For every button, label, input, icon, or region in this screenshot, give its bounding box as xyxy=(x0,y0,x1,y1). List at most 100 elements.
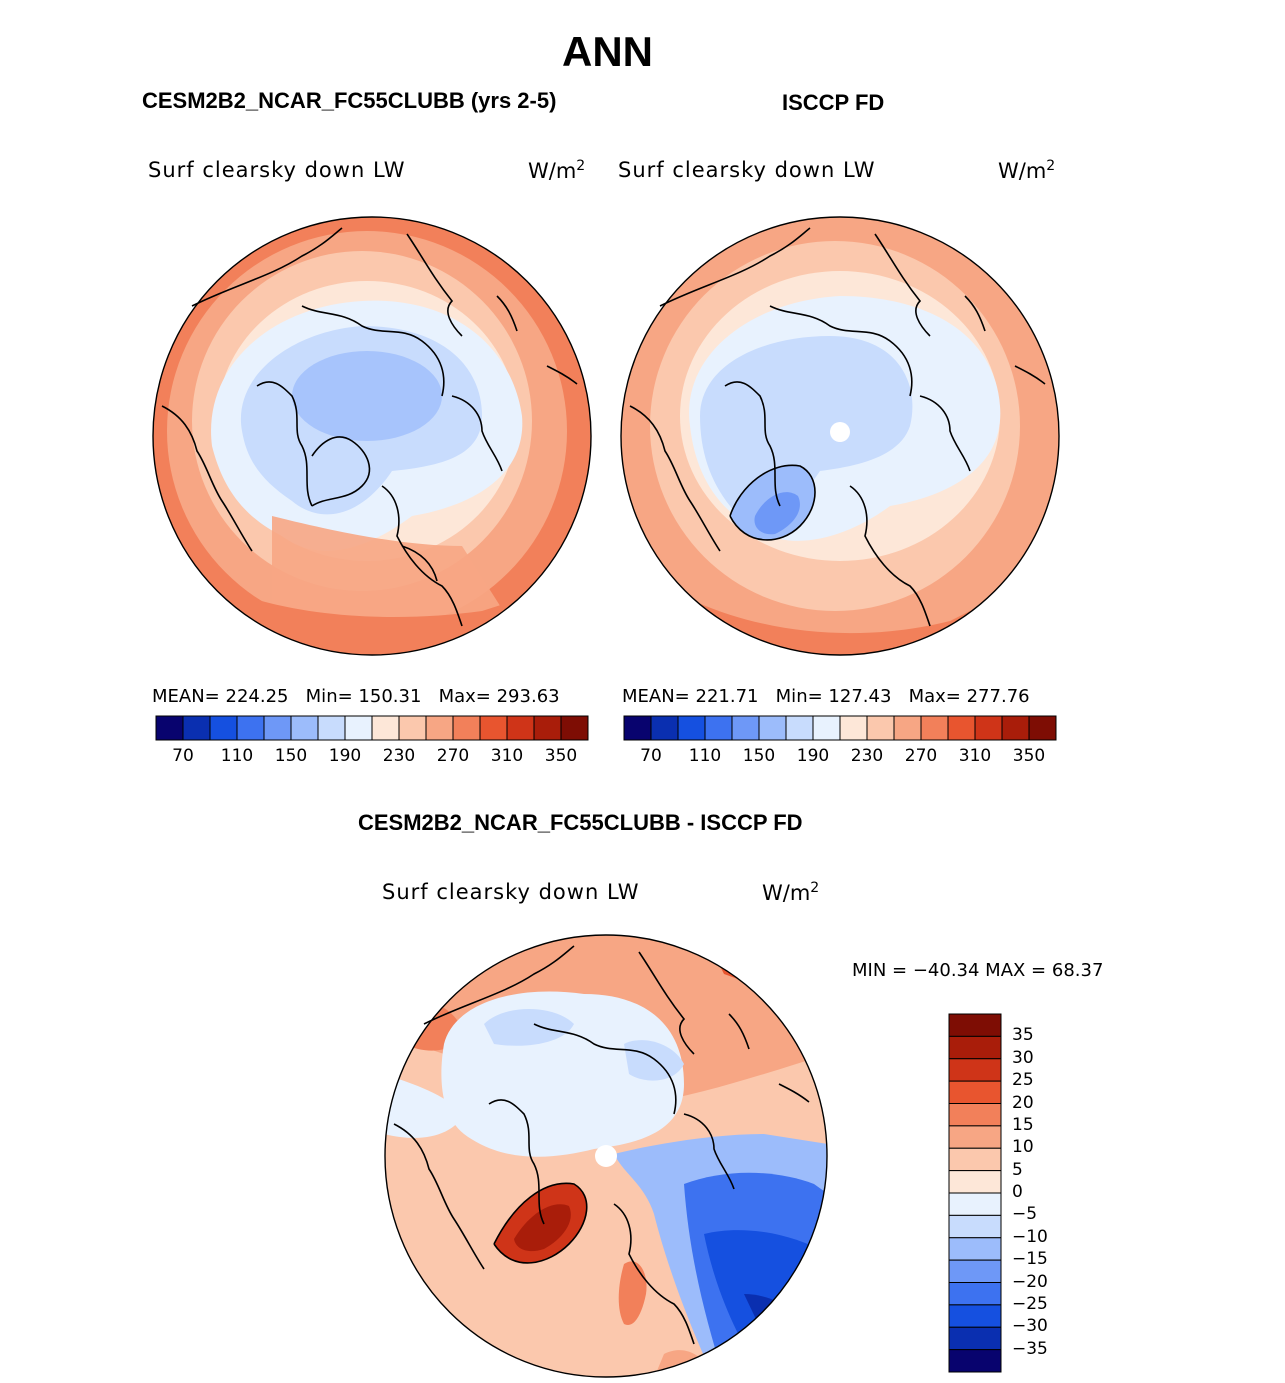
panel2-colorbar-tick-label: 70 xyxy=(640,746,662,766)
panel2-field xyxy=(621,217,1059,655)
panel2-coastlines xyxy=(629,227,1046,627)
panel1-field xyxy=(153,217,591,655)
panel1-colorbar-swatch xyxy=(479,715,508,741)
panel1-colorbar-tick-label: 70 xyxy=(172,746,194,766)
panel1-colorbar-swatch xyxy=(317,715,346,741)
diff-colorbar-tick-label: −20 xyxy=(1012,1271,1048,1292)
diff-colorbar-swatch xyxy=(948,1103,1002,1127)
panel1-map xyxy=(152,216,592,656)
diff-colorbar-tick-label: 25 xyxy=(1012,1070,1034,1091)
panel1-colorbar-swatch xyxy=(182,715,211,741)
panel1-colorbar-swatch xyxy=(398,715,427,741)
panel1-colorbar-swatch xyxy=(506,715,535,741)
diff-colorbar-swatch xyxy=(948,1147,1002,1172)
diff-colorbar-tick-label: −30 xyxy=(1012,1316,1048,1337)
diff-colorbar-tick-label: 10 xyxy=(1012,1137,1034,1158)
diff-colorbar-tick-label: 20 xyxy=(1012,1092,1034,1113)
diff-field xyxy=(385,935,827,1377)
panel2-colorbar-tick-label: 230 xyxy=(850,746,884,766)
panel2-stats: MEAN= 221.71 Min= 127.43 Max= 277.76 xyxy=(622,686,1030,707)
diff-colorbar-swatch xyxy=(948,1349,1002,1373)
diff-colorbar-swatch xyxy=(948,1125,1002,1149)
panel2-colorbar-swatch xyxy=(704,715,733,741)
panel2-colorbar xyxy=(623,715,1057,741)
panel2-colorbar-swatch xyxy=(839,715,868,741)
diff-coastlines xyxy=(393,945,810,1345)
diff-map xyxy=(384,934,828,1378)
panel2-colorbar-swatch xyxy=(1001,715,1030,741)
panel1-colorbar-swatch xyxy=(425,715,454,741)
panel2-colorbar-swatch xyxy=(893,715,922,741)
panel1-colorbar-swatch xyxy=(371,715,400,741)
panel2-map xyxy=(620,216,1060,656)
panel2-colorbar-swatch xyxy=(758,715,787,741)
diff-colorbar-tick-label: 30 xyxy=(1012,1047,1034,1068)
panel2-colorbar-tick-label: 310 xyxy=(958,746,992,766)
panel2-colorbar-tick-label: 270 xyxy=(904,746,938,766)
panel1-variable: Surf clearsky down LW xyxy=(148,158,406,182)
panel1-colorbar xyxy=(155,715,589,741)
diff-colorbar-swatch xyxy=(948,1259,1002,1283)
panel2-colorbar-swatch xyxy=(866,715,895,741)
panel1-coastlines xyxy=(161,227,578,627)
panel2-map-border xyxy=(620,216,1060,656)
panel1-colorbar-tick-label: 230 xyxy=(382,746,416,766)
panel1-colorbar-ticks: 70 110 150 190 230 270 310 350 xyxy=(156,746,588,768)
diff-colorbar-ticks: 35 30 25 20 15 10 5 0 −5 −10 −15 −20 −25 −30 −35 xyxy=(1012,1014,1072,1372)
diff-colorbar-tick-label: 5 xyxy=(1012,1159,1023,1180)
diff-colorbar-tick-label: 35 xyxy=(1012,1025,1034,1046)
panel2-colorbar-tick-label: 150 xyxy=(742,746,776,766)
panel1-map-border xyxy=(152,216,592,656)
diff-colorbar-tick-label: −15 xyxy=(1012,1249,1048,1270)
panel1-colorbar-tick-label: 270 xyxy=(436,746,470,766)
panel2-colorbar-swatch xyxy=(974,715,1003,741)
panel1-colorbar-swatch xyxy=(236,715,265,741)
diff-colorbar xyxy=(948,1013,1002,1373)
diff-colorbar-swatch xyxy=(948,1080,1002,1104)
panel2-colorbar-tick-label: 350 xyxy=(1012,746,1046,766)
panel1-title: CESM2B2_NCAR_FC55CLUBB (yrs 2-5) xyxy=(142,88,557,113)
diff-units: W/m2 xyxy=(762,880,820,905)
diff-colorbar-swatch xyxy=(948,1035,1002,1060)
panel2-colorbar-swatch xyxy=(812,715,841,741)
panel2-colorbar-swatch xyxy=(677,715,706,741)
panel2-colorbar-tick-label: 110 xyxy=(688,746,722,766)
diff-colorbar-swatch xyxy=(948,1326,1002,1351)
diff-title: CESM2B2_NCAR_FC55CLUBB - ISCCP FD xyxy=(358,810,803,835)
diff-colorbar-swatch xyxy=(948,1304,1002,1328)
diff-colorbar-swatch xyxy=(948,1282,1002,1306)
panel1-colorbar-swatch xyxy=(533,715,562,741)
panel1-colorbar-swatch xyxy=(344,715,373,741)
panel1-units: W/m2 xyxy=(528,158,586,183)
panel1-colorbar-tick-label: 350 xyxy=(544,746,578,766)
panel2-colorbar-swatch xyxy=(920,715,949,741)
panel1-colorbar-swatch xyxy=(263,715,292,741)
diff-colorbar-swatch xyxy=(948,1058,1002,1082)
panel2-colorbar-swatch xyxy=(731,715,760,741)
panel2-colorbar-swatch xyxy=(623,715,652,741)
panel2-colorbar-swatch xyxy=(650,715,679,741)
panel2-units: W/m2 xyxy=(998,158,1056,183)
diff-colorbar-tick-label: −25 xyxy=(1012,1293,1048,1314)
panel2-variable: Surf clearsky down LW xyxy=(618,158,876,182)
panel1-colorbar-tick-label: 310 xyxy=(490,746,524,766)
diff-colorbar-tick-label: −5 xyxy=(1012,1204,1038,1225)
panel2-colorbar-tick-label: 190 xyxy=(796,746,830,766)
panel1-colorbar-tick-label: 150 xyxy=(274,746,308,766)
panel2-title: ISCCP FD xyxy=(782,90,885,115)
panel1-colorbar-swatch xyxy=(155,715,184,741)
diff-map-border xyxy=(384,934,828,1378)
diff-colorbar-swatch xyxy=(948,1237,1002,1261)
diff-colorbar-swatch xyxy=(948,1013,1002,1037)
figure-title: ANN xyxy=(562,28,653,75)
panel1-colorbar-swatch xyxy=(290,715,319,741)
diff-colorbar-swatch xyxy=(948,1214,1002,1239)
panel1-colorbar-swatch xyxy=(209,715,238,741)
diff-colorbar-tick-label: 0 xyxy=(1012,1182,1023,1202)
panel2-colorbar-swatch xyxy=(785,715,814,741)
diff-colorbar-swatch xyxy=(948,1192,1002,1216)
diff-minmax: MIN = −40.34 MAX = 68.37 xyxy=(852,960,1104,981)
panel1-colorbar-swatch xyxy=(560,715,589,741)
panel1-stats: MEAN= 224.25 Min= 150.31 Max= 293.63 xyxy=(152,686,560,707)
panel1-colorbar-tick-label: 190 xyxy=(328,746,362,766)
